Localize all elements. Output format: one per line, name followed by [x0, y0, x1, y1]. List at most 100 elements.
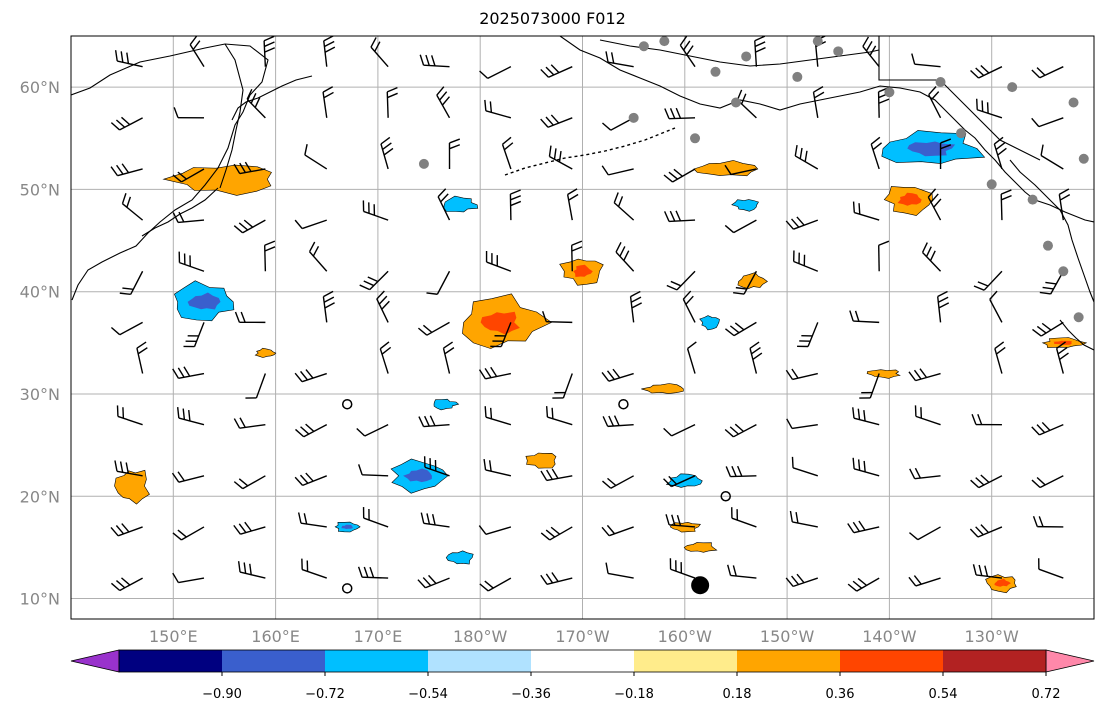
wind-barb — [308, 241, 328, 272]
wind-barb — [362, 200, 389, 221]
wind-barb — [301, 558, 327, 579]
wind-barb — [852, 457, 880, 477]
lon-tick-label: 180°W — [453, 627, 508, 646]
wind-barb — [785, 573, 819, 588]
wind-barb — [679, 36, 696, 68]
wind-barb — [937, 290, 950, 323]
station-dot — [884, 87, 895, 98]
station-dot — [710, 66, 721, 77]
wind-barb — [178, 251, 205, 272]
wind-barb — [110, 577, 143, 592]
station-dot — [418, 158, 429, 169]
station-markers — [341, 36, 1089, 595]
wind-barb — [357, 566, 389, 579]
wind-barb — [797, 322, 819, 348]
wind-barb — [870, 136, 883, 170]
wind-barb — [420, 512, 450, 528]
station-dot — [741, 51, 752, 62]
colorbar-tick-label: −0.54 — [408, 687, 448, 702]
wind-barb — [436, 86, 451, 119]
wind-barb — [484, 99, 512, 119]
longitude-labels: 150°E 160°E 170°E 180°W 170°W 160°W 150°W 140°W… — [149, 627, 1019, 646]
wind-barb — [571, 240, 583, 272]
wind-barb — [725, 321, 757, 337]
station-dot — [638, 41, 649, 52]
wind-barb — [233, 161, 266, 175]
wind-barb — [189, 36, 205, 68]
open-circle-marker — [720, 491, 731, 502]
wind-barb — [379, 341, 392, 374]
shaded-core-warm-east-tropic — [994, 578, 1011, 587]
colorbar-tick-label: −0.72 — [305, 687, 345, 702]
wind-barb — [733, 270, 758, 295]
latitude-labels: 10°N 20°N 30°N 40°N 50°N 60°N — [20, 78, 60, 608]
wind-barb — [682, 290, 696, 323]
shaded-core-warm-baja — [1053, 340, 1073, 345]
wind-barb — [724, 164, 757, 176]
wind-barb — [136, 341, 148, 374]
wind-barb — [552, 373, 573, 399]
wind-barb — [484, 406, 512, 426]
wind-barb — [172, 572, 205, 584]
wind-barb — [246, 88, 266, 119]
wind-barb — [605, 562, 634, 579]
shaded-area-warm-13n-160w — [683, 542, 718, 553]
wind-barb — [908, 368, 941, 382]
wind-barb — [323, 36, 336, 67]
wind-barb — [1031, 421, 1064, 436]
wind-barb — [927, 188, 942, 221]
shaded-core-warm-dateline-north — [573, 264, 593, 277]
shaded-core-warm-gulf-of-alaska — [897, 192, 922, 206]
wind-barb — [322, 86, 334, 118]
wind-barb — [479, 577, 512, 592]
wind-barb — [785, 368, 818, 381]
wind-barb — [294, 219, 327, 230]
station-dot — [986, 179, 997, 190]
wind-barb — [376, 290, 390, 323]
wind-barb — [731, 507, 757, 528]
station-dot — [1042, 240, 1053, 251]
map-title: 2025073000 F012 — [479, 9, 626, 28]
wind-barb — [993, 136, 1007, 170]
graticule — [71, 36, 1094, 619]
station-dot — [956, 128, 967, 139]
colorbar-over-extend — [1045, 649, 1095, 673]
wind-barb — [852, 201, 880, 221]
station-dot — [812, 36, 823, 47]
colorbar-tick-label: −0.18 — [614, 687, 654, 702]
lon-tick-label: 170°E — [354, 627, 403, 646]
coastlines — [71, 36, 1094, 351]
station-dot — [792, 71, 803, 82]
wind-barb — [602, 475, 634, 489]
wind-barb — [172, 526, 205, 541]
coastline-okhotsk-east — [231, 75, 313, 121]
lat-tick-label: 50°N — [20, 180, 60, 199]
shaded-area-cool-48n-170e — [443, 195, 479, 213]
wind-barb — [852, 407, 880, 426]
wind-barb — [754, 36, 766, 67]
shaded-core-cool-14n-165e — [341, 524, 353, 529]
wind-barb — [110, 163, 143, 177]
lon-tick-label: 150°W — [760, 627, 815, 646]
wind-barb — [605, 51, 634, 68]
shaded-core-warm-dateline-midlat — [480, 311, 520, 335]
station-dot — [730, 97, 741, 108]
wind-barb — [1032, 516, 1064, 528]
wind-barb — [485, 251, 512, 272]
wind-barb — [1031, 117, 1064, 128]
wind-barb — [442, 341, 455, 374]
wind-barb — [322, 290, 335, 323]
wind-barb — [294, 472, 328, 487]
wind-barb — [183, 322, 205, 348]
wind-barb — [794, 144, 819, 170]
station-dot — [659, 36, 670, 47]
colorbar: −0.90 −0.72 −0.54 −0.36 −0.18 0.18 0.36 0.54 0.7… — [70, 649, 1095, 702]
wind-barb — [263, 240, 276, 272]
wind-barb — [545, 406, 573, 426]
colorbar-tick-label: −0.90 — [202, 687, 242, 702]
wind-barb — [479, 66, 512, 80]
wind-barb — [233, 521, 266, 535]
wind-barb — [121, 193, 144, 221]
wind-barb — [437, 188, 451, 221]
wind-barb — [540, 114, 573, 128]
